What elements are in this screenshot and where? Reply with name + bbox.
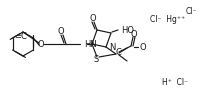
- Text: O: O: [58, 27, 64, 36]
- Text: Cl⁻: Cl⁻: [185, 6, 197, 15]
- Text: H⁺  Cl⁻: H⁺ Cl⁻: [162, 78, 188, 86]
- Text: O: O: [140, 42, 147, 52]
- Text: S: S: [93, 55, 99, 64]
- Text: Cl⁻  Hg⁺⁺: Cl⁻ Hg⁺⁺: [150, 14, 186, 24]
- Text: HN: HN: [84, 40, 97, 48]
- Text: O: O: [131, 29, 137, 39]
- Text: C: C: [115, 47, 121, 56]
- Text: HO: HO: [121, 26, 134, 34]
- Text: O: O: [38, 40, 44, 48]
- Text: =C: =C: [15, 31, 28, 41]
- Text: O: O: [90, 14, 96, 23]
- Text: N: N: [109, 42, 115, 52]
